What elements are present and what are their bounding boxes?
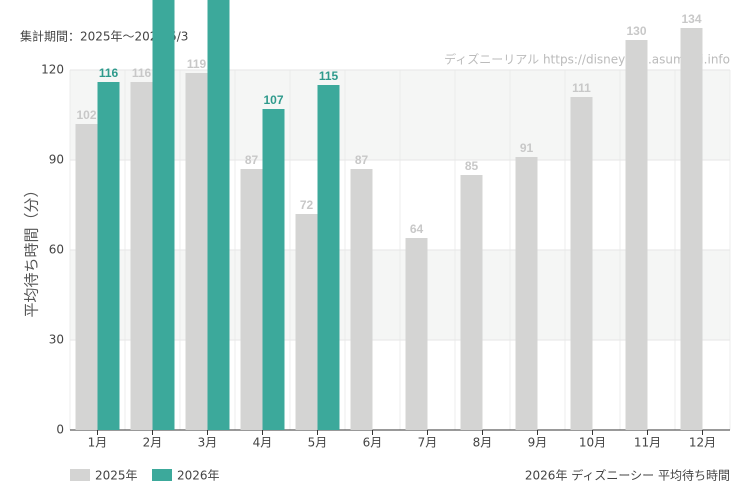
value-label: 115 [319, 69, 339, 83]
value-label: 111 [572, 81, 591, 95]
y-tick-label: 60 [49, 243, 64, 257]
x-tick-label: 4月 [253, 436, 273, 450]
bar [240, 169, 263, 430]
legend-label: 2026年 [177, 469, 220, 483]
bar [295, 214, 318, 430]
x-tick-label: 9月 [528, 436, 548, 450]
x-tick-label: 11月 [634, 436, 661, 450]
value-label: 87 [355, 153, 369, 167]
bar [570, 97, 593, 430]
value-label: 87 [245, 153, 259, 167]
x-tick-label: 8月 [473, 436, 493, 450]
x-tick-label: 2月 [143, 436, 163, 450]
x-tick-label: 6月 [363, 436, 383, 450]
value-label: 85 [465, 159, 479, 173]
value-label: 72 [300, 198, 314, 212]
x-tick-label: 12月 [689, 436, 716, 450]
x-tick-label: 1月 [88, 436, 108, 450]
bar [625, 40, 648, 430]
x-tick-label: 3月 [198, 436, 218, 450]
value-label: 116 [132, 66, 152, 80]
x-tick-label: 5月 [308, 436, 328, 450]
bar [317, 85, 340, 430]
y-tick-label: 30 [49, 333, 64, 347]
bar [680, 28, 703, 430]
bar [262, 109, 285, 430]
value-label: 116 [99, 66, 119, 80]
bar [207, 0, 230, 430]
y-axis-label: 平均待ち時間（分） [23, 182, 41, 317]
bar [515, 157, 538, 430]
y-tick-label: 120 [41, 63, 64, 77]
subtitle: 集計期間：2025年〜2026/5/3 [20, 29, 188, 44]
bar [130, 82, 153, 430]
watermark: ディズニーリアル https://disneyreal.asumirai.inf… [444, 52, 730, 67]
legend-label: 2025年 [95, 469, 138, 483]
footer: 2026年 ディズニーシー 平均待ち時間 [525, 468, 730, 483]
y-tick-label: 90 [49, 153, 64, 167]
bar [460, 175, 483, 430]
x-tick-label: 7月 [418, 436, 438, 450]
bar [152, 0, 175, 430]
value-label: 119 [187, 57, 207, 71]
bar [97, 82, 120, 430]
value-label: 102 [76, 108, 96, 122]
y-tick-label: 0 [56, 423, 64, 437]
x-tick-label: 10月 [579, 436, 606, 450]
bar [185, 73, 208, 430]
bar [405, 238, 428, 430]
value-label: 134 [681, 12, 701, 26]
bar [350, 169, 373, 430]
bar [75, 124, 98, 430]
value-label: 64 [410, 222, 424, 236]
value-label: 91 [520, 141, 534, 155]
legend-swatch [152, 469, 172, 481]
value-label: 107 [263, 93, 283, 107]
value-label: 130 [626, 24, 646, 38]
legend-swatch [70, 469, 90, 481]
